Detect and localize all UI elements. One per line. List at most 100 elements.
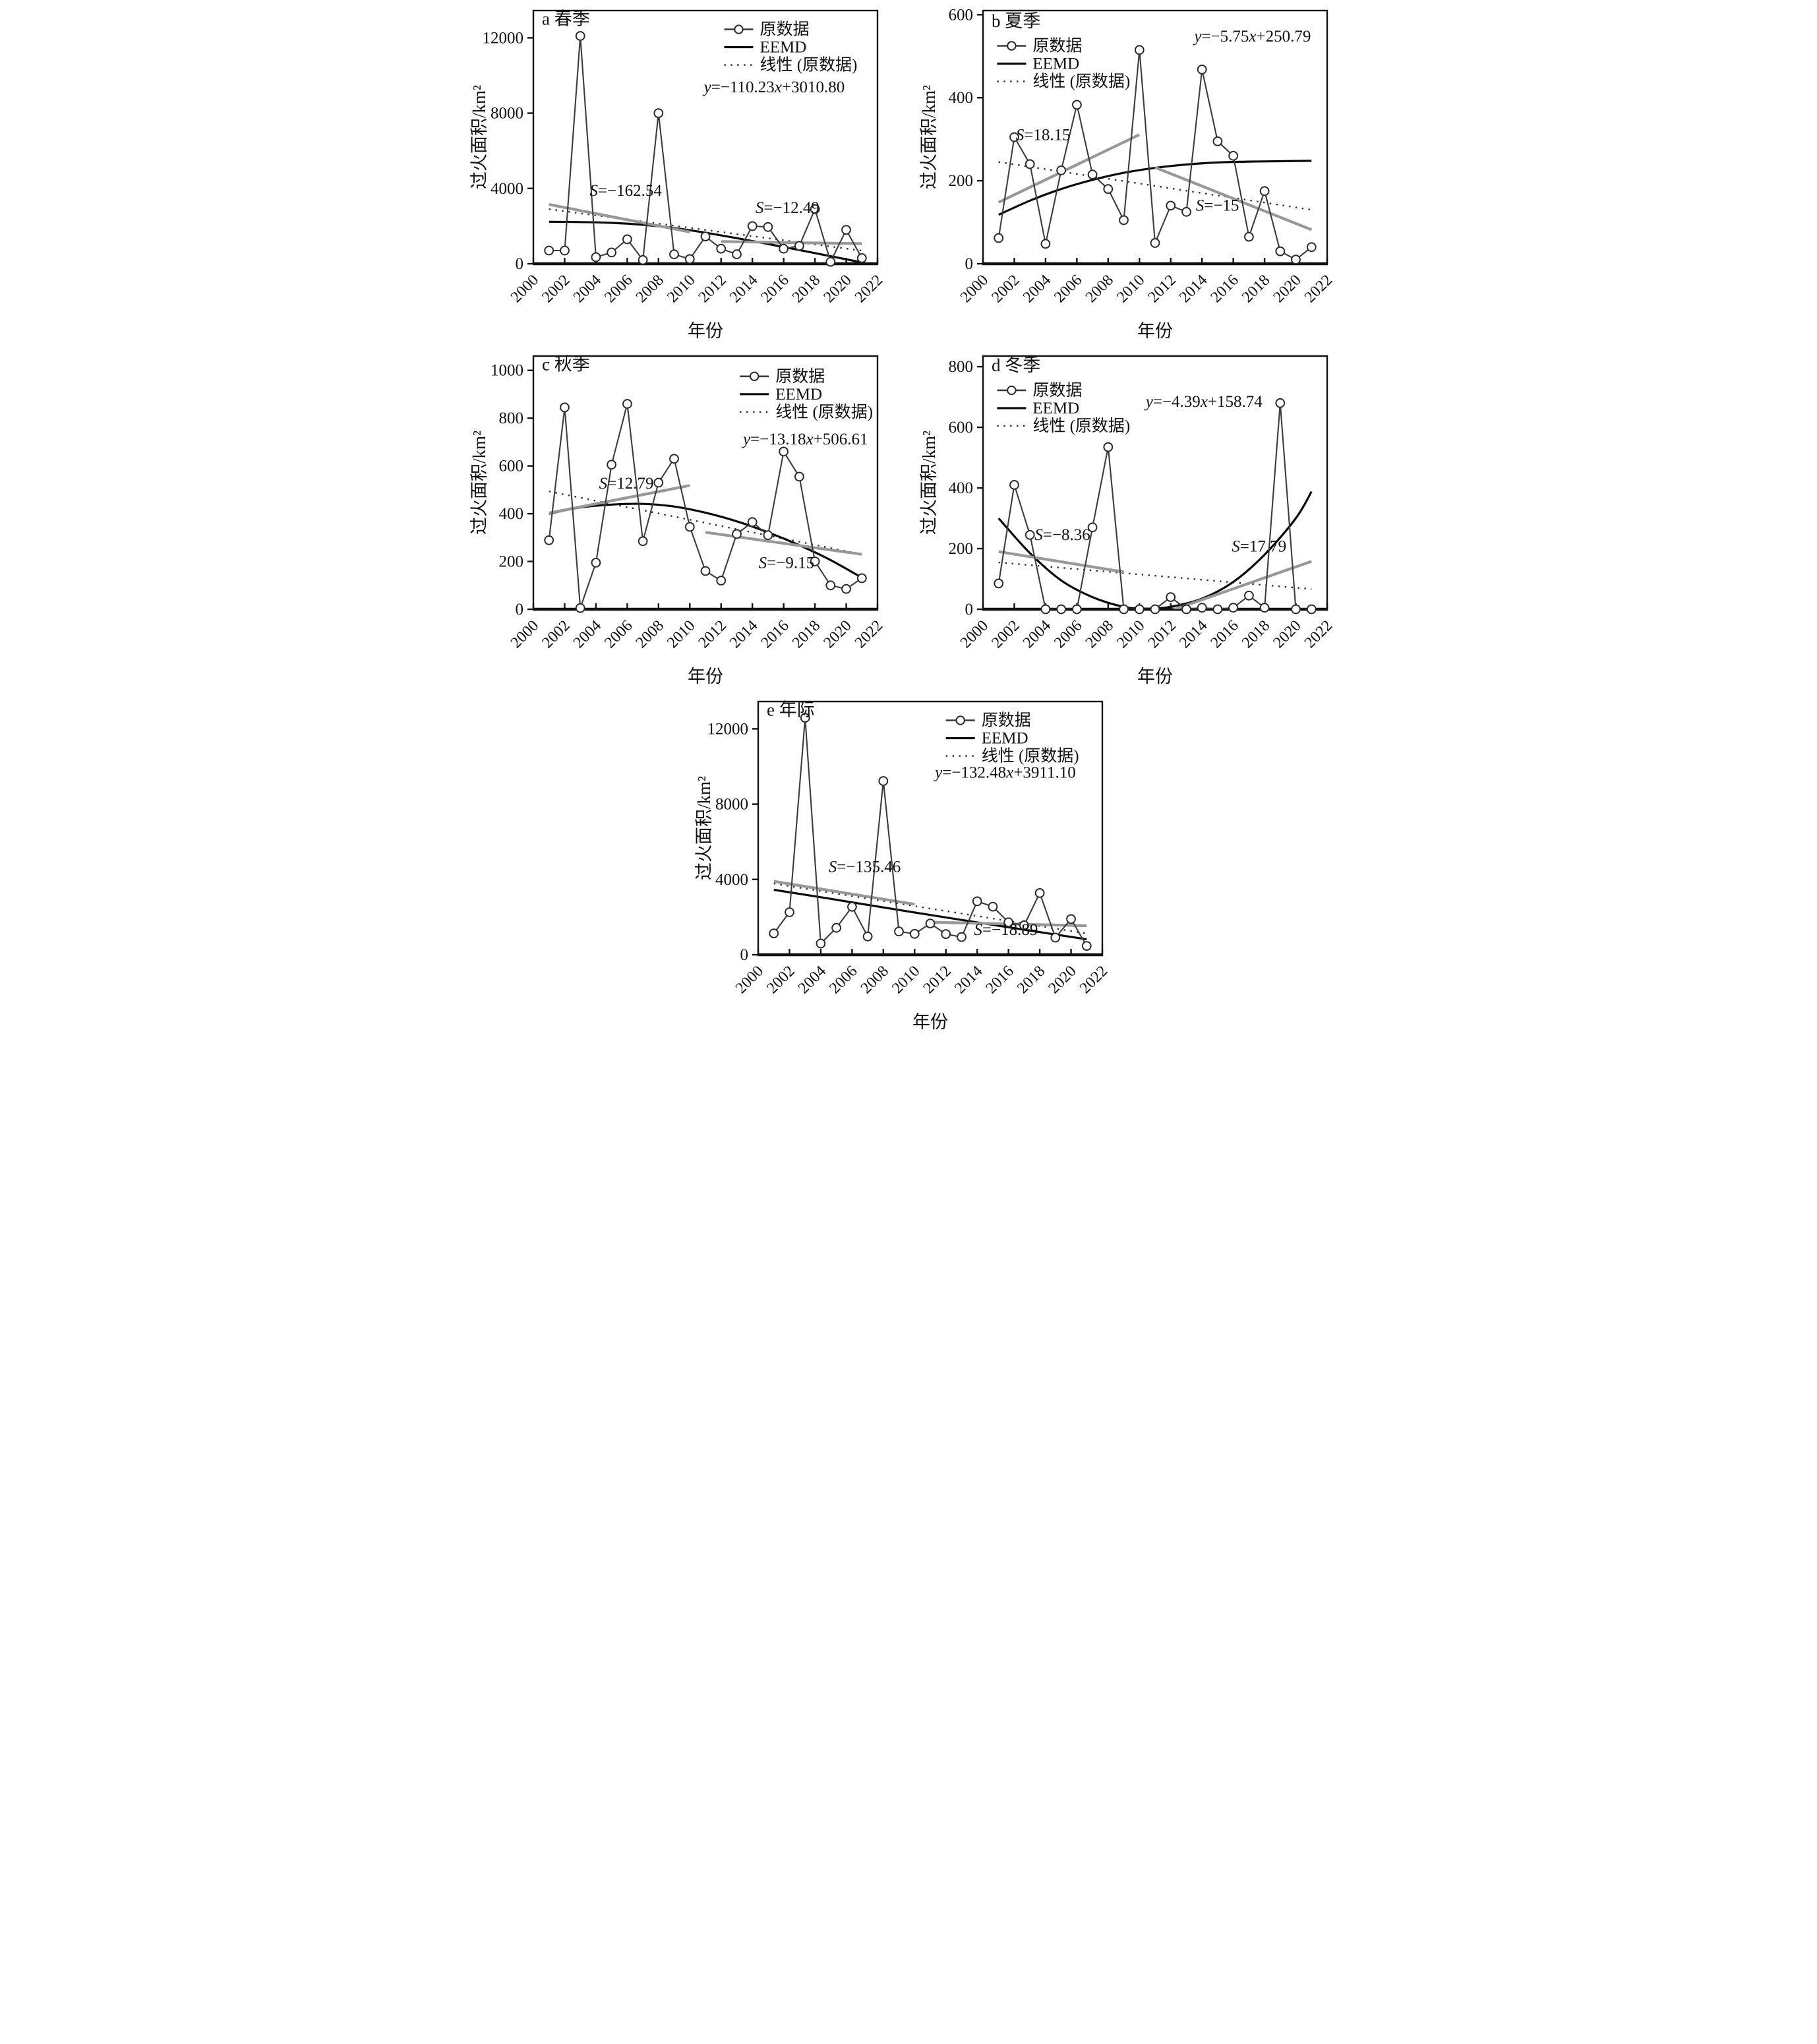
data-point-2021: [1306, 242, 1317, 253]
data-point-2019: [1275, 246, 1286, 256]
y-tick-label: 0: [965, 601, 974, 618]
legend-label: 线性 (原数据): [775, 403, 873, 421]
y-tick-label: 8000: [491, 105, 523, 123]
linear-trend-line: [549, 208, 862, 252]
data-point-2001: [544, 245, 554, 256]
eemd-curve: [773, 888, 1087, 941]
data-point-2006: [1072, 604, 1082, 615]
x-tick-label: 2008: [858, 963, 892, 997]
data-point-2014: [972, 896, 982, 907]
regression-equation: y=−110.23x+3010.80: [702, 78, 845, 96]
data-point-2009: [894, 926, 904, 937]
y-tick-label: 200: [499, 553, 524, 571]
segment-trend-line: [705, 531, 862, 556]
legend-label: 线性 (原数据): [1032, 417, 1130, 435]
data-point-2005: [607, 460, 617, 470]
data-point-2006: [622, 399, 632, 409]
regression-equation: y=−5.75x+250.79: [1192, 28, 1311, 45]
panel-d-winter: 0 200 400 600 800 2000 2002 2004 2006 2008 2010 201…: [917, 348, 1350, 691]
y-tick-label: 600: [949, 6, 974, 24]
eemd-curve: [549, 502, 863, 579]
x-tick-label: 2012: [1145, 272, 1179, 306]
x-tick-label: 2020: [820, 272, 854, 306]
legend-marker-circle: [1007, 385, 1017, 396]
data-point-2015: [763, 222, 773, 232]
x-axis-title: 年份: [912, 1012, 948, 1032]
plot-box: [532, 9, 879, 265]
data-point-2011: [700, 566, 711, 576]
data-point-2016: [1003, 917, 1014, 928]
data-point-2002: [1009, 132, 1019, 142]
data-point-2020: [841, 225, 851, 235]
data-point-2006: [622, 234, 632, 245]
data-point-2009: [1119, 215, 1129, 225]
x-tick-label: 2018: [1014, 963, 1048, 997]
x-tick-label: 2012: [696, 617, 730, 651]
data-point-2003: [575, 31, 585, 41]
plot-box: [757, 700, 1104, 956]
x-tick-label: 2002: [539, 617, 573, 651]
linear-trend-line: [998, 561, 1312, 590]
data-point-2016: [779, 243, 789, 254]
data-point-2004: [1040, 604, 1051, 615]
data-point-2002: [560, 402, 570, 413]
data-point-2011: [700, 231, 711, 242]
original-data-line: [998, 403, 1312, 609]
data-point-2007: [1087, 169, 1098, 180]
data-point-2013: [957, 932, 967, 942]
slope-label: S=17.79: [1232, 538, 1286, 556]
data-point-2016: [779, 446, 789, 457]
linear-trend-line: [773, 882, 1087, 934]
data-point-2008: [1103, 442, 1114, 452]
x-tick-label: 2014: [727, 272, 761, 306]
data-point-2008: [878, 776, 889, 786]
x-tick-label: 2008: [1083, 272, 1117, 306]
x-tick-label: 2004: [1020, 272, 1054, 306]
data-point-2020: [1066, 914, 1076, 924]
x-tick-label: 2020: [1270, 617, 1304, 651]
slope-label: S=−8.36: [1034, 526, 1090, 544]
segment-trend-line: [773, 880, 915, 906]
chart-d: 0200400600800200020022004200620082010201…: [919, 355, 1336, 686]
data-point-2021: [1306, 604, 1317, 615]
legend-label: 原数据: [1032, 37, 1082, 55]
segment-trend-line: [549, 203, 690, 233]
data-point-2011: [1150, 604, 1160, 615]
x-tick-label: 2018: [1239, 617, 1273, 651]
x-tick-label: 2002: [988, 272, 1023, 306]
x-tick-label: 2016: [758, 617, 792, 651]
data-point-2021: [1081, 941, 1092, 951]
data-point-2017: [1019, 920, 1029, 930]
data-point-2008: [653, 108, 664, 119]
data-point-2015: [1212, 136, 1223, 146]
segment-trend-line: [998, 133, 1141, 204]
slope-label: S=−18.89: [974, 921, 1038, 939]
legend-label: 原数据: [760, 20, 809, 39]
data-point-2008: [653, 477, 664, 488]
x-tick-label: 2022: [1301, 272, 1336, 306]
data-point-2019: [825, 580, 836, 591]
panel-title: a 春季: [542, 9, 590, 28]
data-point-2012: [1166, 592, 1176, 603]
data-point-2003: [575, 603, 585, 613]
chart-b: 0200400600200020022004200620082010201220…: [919, 6, 1336, 341]
x-tick-label: 2008: [633, 272, 667, 306]
x-axis-title: 年份: [1137, 667, 1173, 686]
legend-label: EEMD: [775, 386, 822, 404]
slope-label: S=12.79: [599, 475, 654, 493]
data-point-2004: [816, 938, 826, 949]
y-tick-label: 0: [516, 601, 524, 618]
y-tick-label: 0: [740, 946, 749, 964]
figure-row-1: 0 4000 8000 12000 2000 2002 2004 2006 2008 2010 20…: [454, 3, 1363, 346]
x-tick-label: 2020: [1045, 963, 1079, 997]
legend-marker-circle: [955, 715, 965, 725]
regression-equation: y=−4.39x+158.74: [1144, 393, 1263, 411]
x-tick-label: 2010: [889, 963, 923, 997]
legend-label: EEMD: [982, 730, 1028, 748]
x-tick-label: 2022: [852, 617, 886, 651]
x-tick-label: 2008: [1083, 617, 1117, 651]
data-point-2014: [747, 221, 758, 231]
panel-title: b 夏季: [992, 11, 1040, 31]
y-tick-label: 0: [965, 255, 974, 273]
data-point-2010: [909, 928, 920, 939]
